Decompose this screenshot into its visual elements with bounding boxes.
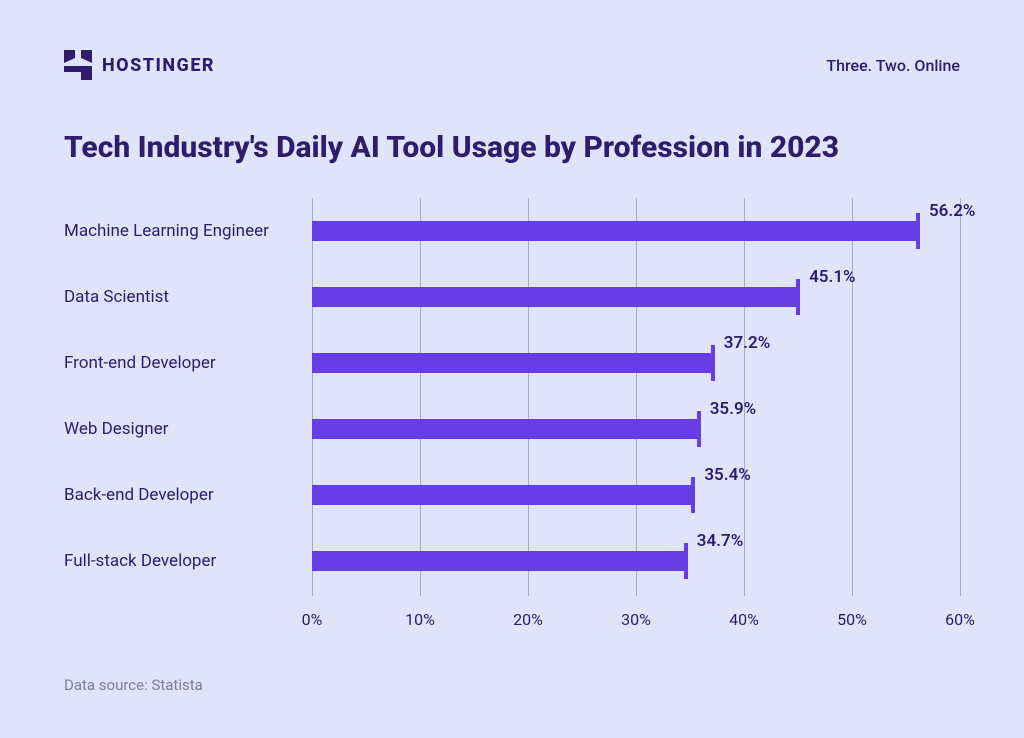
bar-wrap: 45.1% [312,287,799,307]
chart-row: Data Scientist 45.1% [64,264,960,330]
bar-wrap: 37.2% [312,353,714,373]
bar-chart: Machine Learning Engineer 56.2% Data Scien… [64,198,960,638]
bar-wrap: 35.4% [312,485,694,505]
bar [312,287,799,307]
bar [312,551,687,571]
value-label: 34.7% [697,531,744,551]
bar-wrap: 34.7% [312,551,687,571]
chart-row: Full-stack Developer 34.7% [64,528,960,594]
brand: HOSTINGER [64,50,215,80]
category-label: Machine Learning Engineer [64,221,300,241]
bar-cap [796,279,800,315]
x-axis-tick-label: 40% [729,610,759,629]
value-label: 45.1% [809,267,856,287]
x-axis-tick-label: 50% [837,610,867,629]
bar-cap [691,477,695,513]
x-axis-tick-label: 0% [302,610,323,629]
chart-row: Back-end Developer 35.4% [64,462,960,528]
x-axis-tick-label: 10% [405,610,435,629]
category-label: Front-end Developer [64,353,300,373]
header: HOSTINGER Three. Two. Online [64,50,960,80]
category-label: Data Scientist [64,287,300,307]
chart-row: Web Designer 35.9% [64,396,960,462]
x-axis-tick-label: 20% [513,610,543,629]
bar-wrap: 56.2% [312,221,919,241]
bar [312,221,919,241]
chart-title: Tech Industry's Daily AI Tool Usage by P… [64,130,839,165]
gridline [960,198,961,596]
brand-tagline: Three. Two. Online [826,56,960,75]
data-source: Data source: Statista [64,676,203,694]
value-label: 35.4% [704,465,751,485]
brand-name: HOSTINGER [102,55,215,76]
category-label: Full-stack Developer [64,551,300,571]
category-label: Web Designer [64,419,300,439]
bar-cap [684,543,688,579]
bar [312,485,694,505]
hostinger-logo-icon [64,50,92,80]
bar-cap [711,345,715,381]
bar [312,419,700,439]
x-axis-tick-label: 60% [945,610,975,629]
value-label: 56.2% [929,201,976,221]
bar [312,353,714,373]
value-label: 37.2% [724,333,771,353]
category-label: Back-end Developer [64,485,300,505]
bar-cap [697,411,701,447]
x-axis-tick-label: 30% [621,610,651,629]
bar-wrap: 35.9% [312,419,700,439]
value-label: 35.9% [710,399,757,419]
bar-cap [916,213,920,249]
chart-row: Front-end Developer 37.2% [64,330,960,396]
chart-row: Machine Learning Engineer 56.2% [64,198,960,264]
